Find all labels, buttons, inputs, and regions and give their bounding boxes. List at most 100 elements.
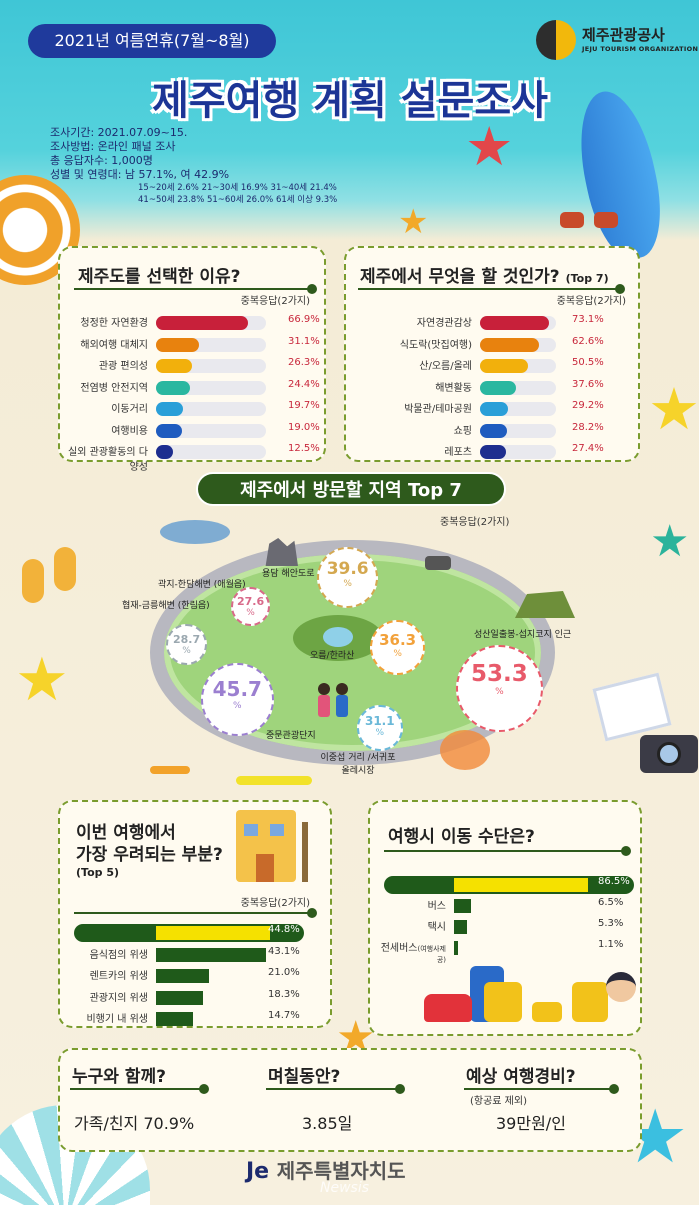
- bar-value: 44.8%: [268, 924, 300, 935]
- bar: [156, 926, 271, 940]
- watermark: Newsis: [320, 1180, 370, 1196]
- bar-value: 21.0%: [268, 967, 300, 978]
- with-whom-answer: 가족/친지 70.9%: [74, 1114, 195, 1133]
- survey-ages-2: 41~50세 23.8% 51~60세 26.0% 61세 이상 9.3%: [138, 195, 338, 205]
- region-unit: %: [182, 646, 191, 656]
- title-underline: [266, 1084, 405, 1094]
- bar-row: 전세버스(여행사제공) 1.1%: [370, 939, 640, 964]
- bar-label: 쇼핑: [453, 425, 472, 437]
- region-bubble: 39.6%: [317, 547, 379, 609]
- region-value: 27.6: [236, 595, 265, 608]
- bar-value: 29.2%: [572, 400, 604, 411]
- bar-label: 박물관/테마공원: [404, 404, 472, 415]
- bar-value: 5.3%: [598, 918, 624, 929]
- bar: [454, 941, 458, 955]
- region-value: 31.1: [364, 714, 395, 728]
- bar-value: 73.1%: [572, 314, 604, 325]
- title-underline: [74, 908, 317, 918]
- bar: [156, 445, 174, 459]
- activities-title: 제주에서 무엇을 할 것인가? (Top 7): [360, 262, 609, 287]
- title-underline: [70, 1084, 209, 1094]
- org-name: 제주관광공사: [582, 26, 665, 44]
- region-unit: %: [233, 701, 242, 711]
- driver-icon: [606, 972, 636, 1002]
- bar-value: 50.5%: [572, 357, 604, 368]
- survey-ages-1: 15~20세 2.6% 21~30세 16.9% 31~40세 21.4%: [138, 183, 337, 193]
- charter-bus-icon: [572, 982, 608, 1022]
- region-bubble: 28.7%: [166, 624, 208, 666]
- flip-flops-icon: [18, 545, 88, 615]
- bar-value: 1.1%: [598, 939, 624, 950]
- bar-value: 27.4%: [572, 443, 604, 454]
- bar-row: 이동거리 19.7%: [60, 400, 324, 418]
- bar-label: 여행비용: [111, 425, 148, 437]
- photos-icon: [592, 672, 672, 742]
- starfish-icon: ★: [650, 516, 690, 567]
- bar-row: 쇼핑 28.2%: [346, 422, 638, 440]
- rental-car-icon: [424, 994, 472, 1022]
- taxi-icon: [532, 1002, 562, 1022]
- region-unit: %: [495, 687, 504, 697]
- rock-landmark-icon: [265, 538, 298, 566]
- bar-label: 버스: [427, 901, 446, 912]
- hallasan-mountain: [293, 615, 383, 661]
- survey-info: 조사기간: 2021.07.09~15. 조사방법: 온라인 패널 조사 총 응…: [50, 126, 337, 206]
- bar-value: 86.5%: [598, 876, 630, 887]
- bar-row: 레포츠 27.4%: [346, 443, 638, 461]
- reasons-bars: 청정한 자연환경 66.9% 해외여행 대체지 31.1% 관광 편의성 26.3% 전염병…: [60, 248, 324, 473]
- region-bubble: 27.6%: [231, 587, 271, 627]
- bar-row: 자연경관감상 73.1%: [346, 314, 638, 332]
- region-value: 28.7: [173, 633, 201, 646]
- activities-note: 중복응답(2가지): [556, 296, 626, 307]
- bar: [480, 445, 507, 459]
- bar-track: [156, 423, 266, 438]
- bar-row: 청정한 자연환경 66.9%: [60, 314, 324, 332]
- bar-value: 19.7%: [288, 400, 320, 411]
- bar: [156, 380, 190, 395]
- surfboard-icon: [236, 776, 312, 785]
- region-bubble: 45.7%: [201, 663, 274, 736]
- bar-row: 관광지의 위생 18.3%: [60, 989, 330, 1007]
- bar-row: 버스 6.5%: [370, 897, 640, 915]
- bar: [480, 402, 508, 416]
- bar: [480, 423, 507, 438]
- divers-icon: [440, 730, 490, 770]
- camera-icon: [640, 735, 698, 773]
- jeju-logo-text: 제주특별자치도: [276, 1159, 406, 1183]
- bar: [156, 337, 199, 352]
- bar: [156, 990, 203, 1005]
- bar: [156, 1012, 194, 1026]
- bar-row: 식도락(맛집여행) 62.6%: [346, 336, 638, 354]
- bar: [480, 337, 540, 352]
- starfish-icon: ★: [465, 115, 514, 178]
- bar-value: 43.1%: [268, 945, 300, 957]
- region-unit: %: [343, 579, 352, 589]
- transport-card: 여행시 이동 수단은? 렌터카86.5% 버스 6.5% 택시 5.3% 전세버스(여행사…: [368, 800, 642, 1036]
- car-icon: [425, 556, 451, 570]
- region-value: 45.7: [212, 677, 262, 701]
- bar-row: 관광 편의성 26.3%: [60, 357, 324, 375]
- region-title-banner: 제주에서 방문할 지역 Top 7: [196, 472, 506, 506]
- region-value: 36.3: [379, 631, 417, 649]
- bar-value: 12.5%: [288, 443, 320, 454]
- concerns-card: 이번 여행에서 가장 우려되는 부분? (Top 5) 중복응답(2가지) 숙소…: [58, 800, 332, 1028]
- bar-label-suffix: (여행사제공): [417, 945, 447, 964]
- starfish-icon: ★: [648, 375, 699, 443]
- activities-bars: 자연경관감상 73.1% 식도락(맛집여행) 62.6% 산/오름/올레 50.5% 해변활…: [346, 248, 638, 460]
- jeju-logo: Je 제주특별자치도: [246, 1155, 406, 1184]
- region-unit: %: [393, 649, 402, 659]
- survey-demographics: 성별 및 연령대: 남 57.1%, 여 42.9%: [50, 168, 230, 181]
- region-label: 협재-금릉해변 (한림읍): [122, 601, 210, 611]
- org-name-en: JEJU TOURISM ORGANIZATION: [582, 45, 699, 53]
- house-illustration-icon: [236, 810, 296, 882]
- concerns-note: 중복응답(2가지): [240, 898, 310, 909]
- bar-value: 26.3%: [288, 357, 320, 368]
- bar-label: 산/오름/올레: [419, 361, 472, 372]
- bar-label: 관광 편의성: [98, 361, 148, 372]
- cost-answer: 39만원/인: [496, 1114, 566, 1133]
- title-underline: [384, 846, 631, 856]
- bar-label: 이동거리: [111, 404, 148, 415]
- bar-row: 실외 관광활동의 다양성 12.5%: [60, 443, 324, 473]
- bar-value: 31.1%: [288, 335, 320, 347]
